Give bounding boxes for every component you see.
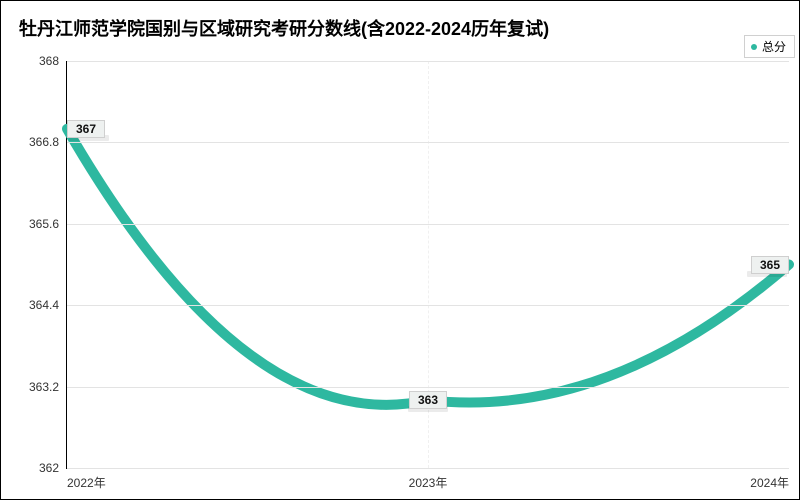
y-tick-label: 365.6 [29, 217, 67, 231]
chart-title: 牡丹江师范学院国别与区域研究考研分数线(含2022-2024历年复试) [1, 1, 799, 47]
value-tag: 365 [751, 256, 789, 274]
x-tick-label: 2022年 [67, 468, 106, 491]
x-tick-label: 2024年 [750, 468, 789, 491]
y-tick-label: 366.8 [29, 135, 67, 149]
y-tick-label: 364.4 [29, 298, 67, 312]
value-tag: 363 [409, 391, 447, 409]
y-tick-label: 362 [39, 461, 67, 475]
y-tick-label: 363.2 [29, 380, 67, 394]
legend-label: 总分 [762, 38, 786, 55]
value-tag: 367 [67, 120, 105, 138]
legend: 总分 [744, 35, 795, 58]
y-tick-label: 368 [39, 54, 67, 68]
x-tick-label: 2023年 [409, 468, 448, 491]
chart-container: 牡丹江师范学院国别与区域研究考研分数线(含2022-2024历年复试) 总分 3… [0, 0, 800, 500]
legend-marker-icon [751, 44, 757, 50]
plot-area: 362363.2364.4365.6366.83682022年2023年2024… [66, 61, 789, 469]
